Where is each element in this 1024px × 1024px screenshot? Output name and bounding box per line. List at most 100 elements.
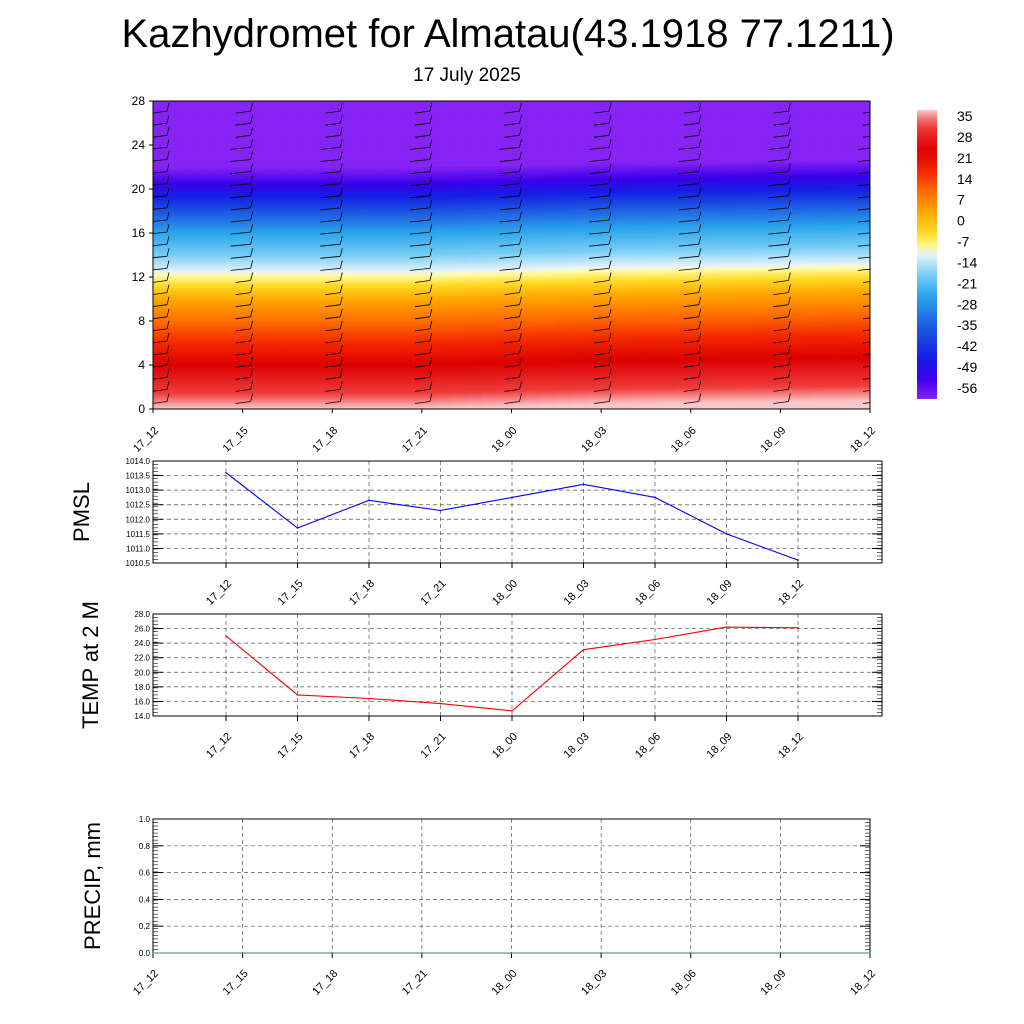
heatmap-cell: [347, 217, 363, 221]
heatmap-cell: [153, 182, 169, 186]
heatmap-cell: [347, 195, 363, 199]
heatmap-cell: [496, 325, 513, 329]
heatmap-cell: [242, 105, 259, 109]
heatmap-cell: [153, 279, 169, 282]
heatmap-cell: [377, 134, 393, 137]
heatmap-cell: [212, 235, 229, 238]
heatmap-cell: [421, 129, 438, 133]
heatmap-cell: [556, 219, 572, 223]
heatmap-cell: [496, 373, 513, 377]
heatmap-cell: [571, 120, 587, 124]
heatmap-cell: [541, 290, 557, 293]
heatmap-cell: [526, 175, 542, 179]
heatmap-cell: [272, 233, 289, 236]
heatmap-cell: [392, 406, 408, 409]
heatmap-cell: [511, 145, 528, 148]
heatmap-cell: [436, 180, 453, 183]
heatmap-cell: [257, 125, 274, 128]
heatmap-cell: [332, 136, 348, 139]
heatmap-cell: [332, 186, 348, 190]
heatmap-cell: [466, 351, 483, 355]
heatmap-cell: [496, 241, 513, 245]
heatmap-cell: [660, 369, 677, 373]
heatmap-cell: [212, 299, 229, 302]
heatmap-cell: [272, 178, 289, 181]
heatmap-cell: [556, 367, 572, 370]
heatmap-cell: [392, 329, 408, 333]
heatmap-cell: [601, 147, 617, 150]
heatmap-cell: [272, 239, 289, 243]
heatmap-cell: [675, 160, 692, 164]
heatmap-cell: [616, 178, 632, 181]
heatmap-cell: [317, 340, 333, 344]
heatmap-cell: [466, 395, 483, 399]
heatmap-cell: [317, 356, 333, 359]
heatmap-cell: [496, 378, 513, 381]
heatmap-cell: [571, 312, 587, 315]
heatmap-cell: [436, 184, 453, 188]
heatmap-cell: [541, 369, 557, 373]
heatmap-cell: [302, 101, 318, 104]
heatmap-cell: [496, 301, 513, 304]
heatmap-cell: [631, 202, 647, 205]
heatmap-cell: [257, 217, 274, 221]
heatmap-cell: [511, 244, 528, 247]
heatmap-cell: [496, 173, 513, 177]
heatmap-cell: [332, 389, 348, 392]
heatmap-cell: [302, 404, 318, 408]
heatmap-cell: [182, 356, 199, 359]
heatmap-cell: [481, 285, 498, 289]
heatmap-cell: [496, 321, 513, 324]
heatmap-cell: [511, 345, 528, 348]
heatmap-cell: [660, 125, 677, 128]
heatmap-cell: [601, 252, 617, 256]
heatmap-cell: [631, 387, 647, 390]
heatmap-cell: [182, 206, 199, 210]
heatmap-cell: [660, 200, 677, 203]
heatmap-cell: [302, 318, 318, 322]
heatmap-cell: [332, 380, 348, 384]
heatmap-cell: [302, 290, 318, 293]
heatmap-cell: [272, 329, 289, 333]
heatmap-cell: [631, 393, 647, 397]
heatmap-cell: [631, 189, 647, 192]
heatmap-cell: [212, 288, 229, 291]
heatmap-cell: [675, 222, 692, 225]
heatmap-cell: [242, 257, 259, 260]
heatmap-cell: [556, 215, 572, 219]
heatmap-cell: [227, 349, 244, 353]
heatmap-cell: [242, 131, 259, 135]
heatmap-cell: [556, 123, 572, 126]
heatmap-cell: [451, 305, 468, 309]
heatmap-cell: [227, 125, 244, 128]
heatmap-cell: [377, 279, 393, 282]
heatmap-cell: [466, 266, 483, 269]
heatmap-cell: [302, 312, 318, 315]
heatmap-cell: [586, 391, 602, 395]
heatmap-cell: [317, 230, 333, 234]
heatmap-cell: [377, 158, 393, 161]
heatmap-cell: [436, 314, 453, 318]
heatmap-cell: [406, 382, 423, 386]
heatmap-cell: [332, 356, 348, 359]
heatmap-cell: [645, 230, 662, 234]
heatmap-cell: [481, 321, 498, 324]
heatmap-cell: [167, 395, 184, 399]
heatmap-cell: [332, 224, 348, 227]
heatmap-cell: [332, 283, 348, 287]
heatmap-cell: [675, 107, 692, 111]
heatmap-cell: [287, 398, 303, 401]
heatmap-cell: [392, 261, 408, 265]
heatmap-cell: [377, 151, 393, 155]
heatmap-cell: [421, 103, 438, 106]
heatmap-cell: [406, 197, 423, 201]
heatmap-cell: [496, 118, 513, 122]
heatmap-cell: [153, 387, 169, 390]
heatmap-cell: [377, 395, 393, 399]
heatmap-cell: [153, 310, 169, 313]
heatmap-cell: [182, 369, 199, 373]
heatmap-cell: [227, 404, 244, 408]
heatmap-cell: [466, 215, 483, 219]
heatmap-cell: [272, 208, 289, 212]
heatmap-cell: [182, 318, 199, 322]
